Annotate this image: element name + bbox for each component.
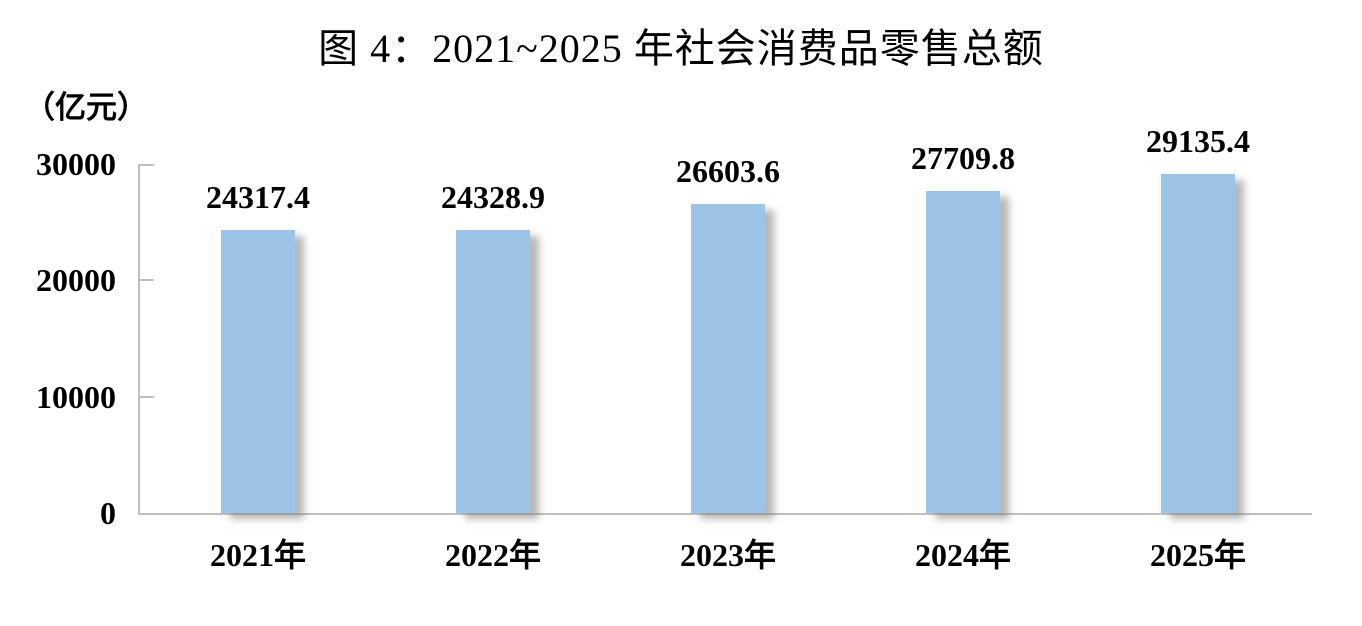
bar-value-label: 27709.8 (911, 139, 1015, 176)
chart-title: 图 4：2021~2025 年社会消费品零售总额 (318, 26, 1044, 71)
x-axis-label: 2021年 (209, 537, 306, 573)
y-tick-mark (140, 395, 154, 398)
x-axis-label: 2025年 (1149, 537, 1246, 573)
y-tick-mark (140, 164, 154, 166)
bar-2025年 (1161, 174, 1235, 513)
y-axis-unit-label: （亿元） (24, 90, 148, 125)
x-axis-label: 2024年 (914, 537, 1011, 573)
y-tick-label: 0 (100, 495, 116, 531)
bar-value-label: 26603.6 (676, 152, 780, 189)
plot-area: 24317.4 2021年 24328.9 2022年 26603.6 2023年 2770… (138, 124, 1312, 573)
bar-2024年 (926, 190, 1000, 513)
x-axis-label: 2023年 (679, 537, 776, 573)
bar-value-label: 24317.4 (206, 179, 310, 216)
y-axis-labels: 0 10000 20000 30000 (0, 146, 122, 531)
bar-value-label: 24328.9 (441, 178, 545, 215)
bar-2022年 (456, 229, 530, 513)
y-tick-label: 30000 (36, 146, 116, 182)
x-axis-label: 2022年 (444, 537, 541, 573)
y-tick-label: 10000 (36, 378, 116, 415)
y-tick-mark (140, 279, 154, 282)
bar-value-label: 29135.4 (1146, 123, 1250, 160)
y-tick-label: 20000 (36, 262, 116, 299)
bar-2023年 (691, 203, 765, 513)
bar-2021年 (221, 230, 295, 513)
